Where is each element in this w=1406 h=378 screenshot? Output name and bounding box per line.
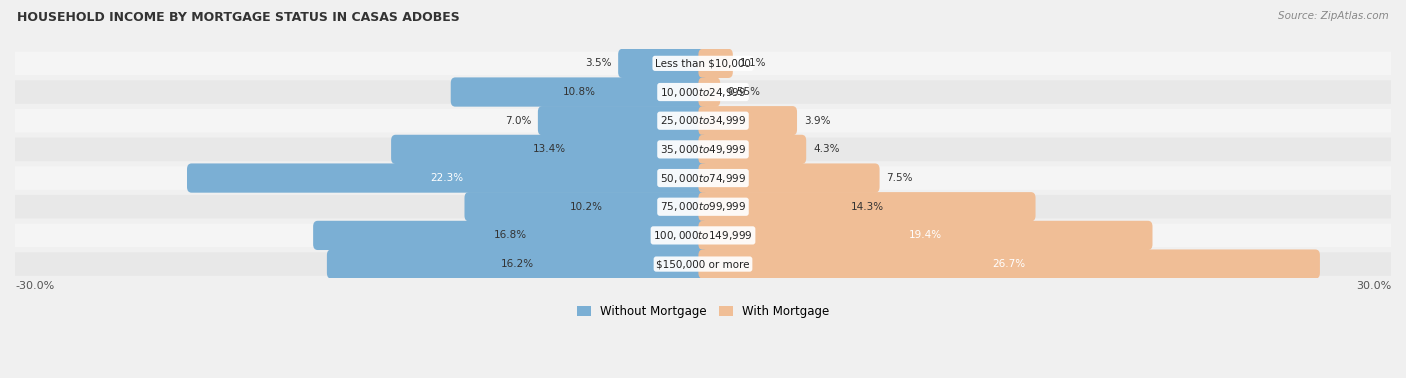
- FancyBboxPatch shape: [451, 77, 707, 107]
- Text: $150,000 or more: $150,000 or more: [657, 259, 749, 269]
- FancyBboxPatch shape: [15, 224, 1391, 247]
- FancyBboxPatch shape: [15, 253, 1391, 276]
- Text: $75,000 to $99,999: $75,000 to $99,999: [659, 200, 747, 213]
- Text: 7.5%: 7.5%: [886, 173, 912, 183]
- Text: 16.8%: 16.8%: [494, 231, 527, 240]
- Text: $25,000 to $34,999: $25,000 to $34,999: [659, 114, 747, 127]
- FancyBboxPatch shape: [15, 80, 1391, 104]
- FancyBboxPatch shape: [699, 163, 880, 193]
- Text: 1.1%: 1.1%: [740, 58, 766, 68]
- Text: $10,000 to $24,999: $10,000 to $24,999: [659, 85, 747, 99]
- Text: 4.3%: 4.3%: [813, 144, 839, 154]
- Text: 3.9%: 3.9%: [804, 116, 831, 126]
- Text: 19.4%: 19.4%: [908, 231, 942, 240]
- Text: 3.5%: 3.5%: [585, 58, 612, 68]
- FancyBboxPatch shape: [699, 135, 806, 164]
- FancyBboxPatch shape: [15, 138, 1391, 161]
- Text: 7.0%: 7.0%: [505, 116, 531, 126]
- FancyBboxPatch shape: [314, 221, 707, 250]
- FancyBboxPatch shape: [326, 249, 707, 279]
- FancyBboxPatch shape: [15, 166, 1391, 190]
- FancyBboxPatch shape: [538, 106, 707, 135]
- Text: $100,000 to $149,999: $100,000 to $149,999: [654, 229, 752, 242]
- FancyBboxPatch shape: [699, 192, 1036, 222]
- Text: 13.4%: 13.4%: [533, 144, 565, 154]
- FancyBboxPatch shape: [699, 49, 733, 78]
- FancyBboxPatch shape: [391, 135, 707, 164]
- Text: 26.7%: 26.7%: [993, 259, 1026, 269]
- Text: 22.3%: 22.3%: [430, 173, 464, 183]
- Legend: Without Mortgage, With Mortgage: Without Mortgage, With Mortgage: [572, 301, 834, 323]
- FancyBboxPatch shape: [15, 52, 1391, 75]
- Text: $50,000 to $74,999: $50,000 to $74,999: [659, 172, 747, 184]
- Text: 10.2%: 10.2%: [569, 202, 603, 212]
- FancyBboxPatch shape: [699, 249, 1320, 279]
- FancyBboxPatch shape: [15, 109, 1391, 132]
- FancyBboxPatch shape: [699, 221, 1153, 250]
- Text: $35,000 to $49,999: $35,000 to $49,999: [659, 143, 747, 156]
- FancyBboxPatch shape: [187, 163, 707, 193]
- Text: 10.8%: 10.8%: [562, 87, 596, 97]
- Text: HOUSEHOLD INCOME BY MORTGAGE STATUS IN CASAS ADOBES: HOUSEHOLD INCOME BY MORTGAGE STATUS IN C…: [17, 11, 460, 24]
- Text: -30.0%: -30.0%: [15, 281, 55, 291]
- Text: Source: ZipAtlas.com: Source: ZipAtlas.com: [1278, 11, 1389, 21]
- FancyBboxPatch shape: [699, 77, 720, 107]
- Text: Less than $10,000: Less than $10,000: [655, 58, 751, 68]
- Text: 30.0%: 30.0%: [1355, 281, 1391, 291]
- FancyBboxPatch shape: [699, 106, 797, 135]
- Text: 14.3%: 14.3%: [851, 202, 883, 212]
- FancyBboxPatch shape: [619, 49, 707, 78]
- FancyBboxPatch shape: [15, 195, 1391, 218]
- Text: 16.2%: 16.2%: [501, 259, 534, 269]
- FancyBboxPatch shape: [464, 192, 707, 222]
- Text: 0.55%: 0.55%: [727, 87, 761, 97]
